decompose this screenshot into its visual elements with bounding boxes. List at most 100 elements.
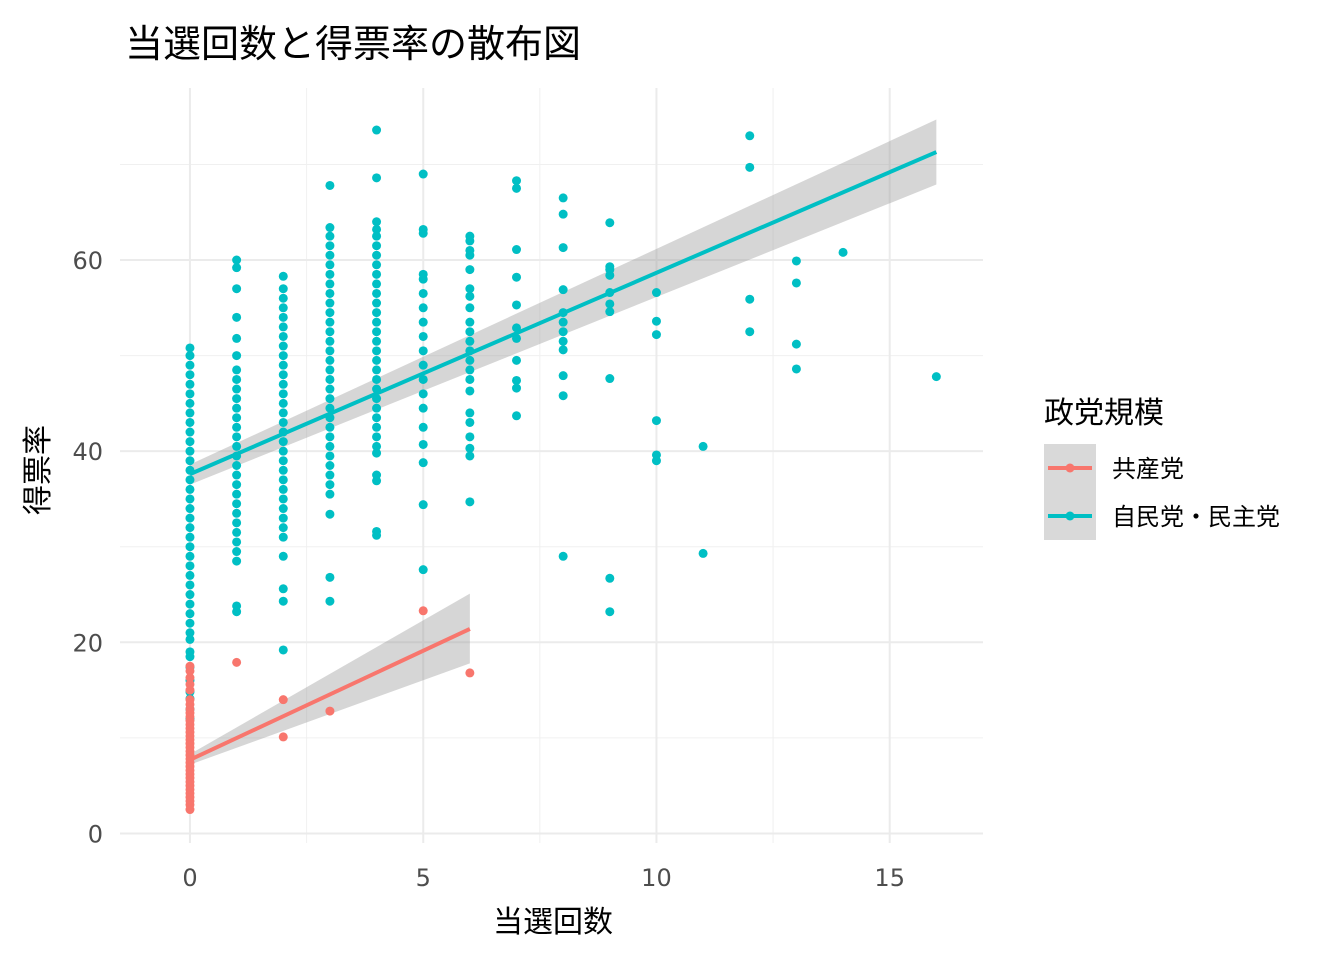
data-point: [278, 303, 288, 313]
data-point: [325, 308, 335, 318]
data-point: [278, 504, 288, 514]
data-point: [558, 285, 568, 295]
x-tick-label: 10: [641, 864, 672, 892]
data-point: [325, 298, 335, 308]
data-point: [418, 565, 428, 575]
data-point: [465, 231, 475, 241]
data-point: [325, 346, 335, 356]
data-point: [512, 272, 522, 282]
data-point: [185, 673, 195, 683]
data-point: [512, 176, 522, 186]
data-point: [558, 345, 568, 355]
legend-key-point: [1065, 463, 1075, 473]
data-point: [278, 732, 288, 742]
y-tick-label: 0: [88, 820, 103, 848]
data-point: [651, 316, 661, 326]
data-point: [558, 391, 568, 401]
data-point: [372, 432, 382, 442]
data-point: [185, 542, 195, 552]
data-point: [605, 307, 615, 317]
confidence-band: [189, 119, 937, 485]
data-point: [372, 355, 382, 365]
data-point: [278, 389, 288, 399]
data-point: [325, 461, 335, 470]
fit-line: [189, 627, 471, 762]
data-point: [325, 288, 335, 298]
data-point: [185, 561, 195, 571]
data-point: [651, 330, 661, 340]
x-tick-label: 5: [416, 864, 431, 892]
data-point: [278, 341, 288, 351]
data-point: [465, 497, 475, 507]
data-point: [232, 461, 242, 470]
data-point: [698, 441, 708, 451]
data-point: [185, 456, 195, 466]
data-point: [372, 422, 382, 432]
data-point: [185, 628, 195, 638]
data-point: [745, 131, 755, 141]
data-point: [558, 243, 568, 253]
data-point: [278, 584, 288, 594]
data-point: [605, 299, 615, 309]
data-point: [372, 173, 382, 183]
data-point: [558, 551, 568, 561]
data-point: [278, 351, 288, 361]
data-point: [512, 383, 522, 393]
data-point: [185, 523, 195, 533]
data-point: [325, 470, 335, 480]
data-point: [232, 413, 242, 423]
legend-label: 共産党: [1112, 455, 1184, 483]
data-point: [465, 336, 475, 346]
data-point: [791, 278, 801, 288]
data-point: [232, 527, 242, 537]
data-point: [372, 269, 382, 279]
data-point: [605, 218, 615, 228]
data-point: [465, 443, 475, 453]
data-point: [185, 475, 195, 485]
data-point: [418, 500, 428, 510]
data-point: [278, 437, 288, 447]
data-point: [185, 504, 195, 514]
data-point: [232, 480, 242, 490]
data-point: [232, 333, 242, 343]
data-point: [418, 606, 428, 616]
data-point: [512, 183, 522, 193]
data-point: [465, 374, 475, 384]
data-point: [465, 291, 475, 301]
data-point: [278, 293, 288, 303]
data-point: [185, 417, 195, 427]
data-point: [325, 422, 335, 432]
data-point: [278, 596, 288, 606]
data-point: [325, 336, 335, 346]
data-point: [185, 580, 195, 590]
data-point: [418, 331, 428, 341]
data-point: [278, 379, 288, 389]
data-points: [185, 125, 941, 815]
data-point: [232, 537, 242, 547]
data-point: [651, 416, 661, 426]
data-point: [232, 284, 242, 294]
data-point: [232, 470, 242, 480]
data-point: [791, 364, 801, 374]
data-point: [372, 231, 382, 241]
confidence-band: [189, 593, 470, 765]
data-point: [278, 312, 288, 322]
data-point: [372, 336, 382, 346]
data-point: [465, 317, 475, 327]
data-point: [325, 374, 335, 384]
data-point: [372, 288, 382, 298]
data-point: [418, 422, 428, 432]
data-point: [278, 398, 288, 408]
data-point: [465, 408, 475, 418]
data-point: [605, 374, 615, 384]
data-point: [278, 475, 288, 485]
data-point: [278, 484, 288, 494]
data-point: [325, 451, 335, 461]
x-axis-ticks: 0 5 10 15: [182, 864, 905, 892]
data-point: [232, 441, 242, 451]
data-point: [278, 331, 288, 341]
data-point: [185, 599, 195, 609]
data-point: [745, 327, 755, 337]
data-point: [185, 389, 195, 399]
